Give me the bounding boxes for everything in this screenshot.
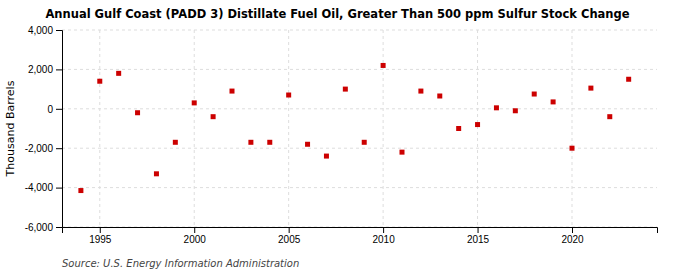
source: Source: U.S. Energy Information Administ…: [62, 258, 299, 269]
point: [97, 79, 102, 84]
grid-line: [477, 30, 478, 227]
tick-mark: [100, 227, 101, 233]
tick: -2,000: [25, 143, 62, 154]
point: [626, 77, 631, 82]
point: [437, 93, 442, 98]
grid-line: [62, 30, 657, 31]
point: [570, 146, 575, 151]
axis-line: [56, 31, 63, 228]
grid-line: [99, 30, 100, 227]
point: [305, 142, 310, 147]
grid-line: [62, 108, 657, 109]
tick-mark: [289, 227, 290, 233]
tick-mark: [56, 69, 62, 70]
point: [135, 110, 140, 115]
point: [116, 71, 121, 76]
title: Annual Gulf Coast (PADD 3) Distillate Fu…: [45, 7, 629, 21]
grid-line: [194, 30, 195, 227]
axis-line: [63, 228, 658, 234]
tick-label: 2005: [278, 234, 301, 245]
tick: 2015: [467, 227, 490, 245]
tick-mark: [383, 227, 384, 233]
tick: -4,000: [25, 182, 62, 193]
y-axis: -6,000 -4,000 -2,000 0 2,000 4,000: [25, 25, 63, 233]
grid-line: [62, 187, 657, 188]
point: [343, 87, 348, 92]
point: [532, 92, 537, 97]
chart: 1995 2000 2005 2010 2015 2020 -6,000 -4,000 -2,0…: [0, 0, 675, 275]
grid-line: [62, 148, 657, 149]
tick-mark: [56, 148, 62, 149]
point: [192, 100, 197, 105]
point: [173, 140, 178, 145]
point: [381, 63, 386, 68]
tick-label: 4,000: [28, 25, 53, 36]
point: [513, 108, 518, 113]
point: [286, 93, 291, 98]
grid-line: [383, 30, 384, 227]
tick-label: -4,000: [25, 182, 54, 193]
tick: 2000: [184, 227, 207, 245]
tick-label: 2000: [184, 234, 207, 245]
grid-line: [62, 69, 657, 70]
tick: 2005: [278, 227, 301, 245]
x-axis: 1995 2000 2005 2010 2015 2020: [63, 227, 658, 245]
point: [475, 122, 480, 127]
grid: [62, 30, 657, 227]
point: [418, 89, 423, 94]
tick-mark: [194, 227, 195, 233]
point: [400, 150, 405, 155]
tick-label: 2,000: [28, 64, 53, 75]
tick-label: -2,000: [25, 143, 54, 154]
point: [588, 86, 593, 91]
tick: 2,000: [28, 64, 62, 75]
tick-label: 2020: [561, 234, 584, 245]
point: [78, 188, 83, 193]
tick: 2010: [372, 227, 395, 245]
y-axis-title: Thousand Barrels: [4, 80, 17, 177]
point: [324, 154, 329, 159]
point: [267, 140, 272, 145]
tick-mark: [56, 109, 62, 110]
plot-area: 1995 2000 2005 2010 2015 2020 -6,000 -4,000 -2,0…: [25, 25, 658, 245]
tick: 2020: [561, 227, 584, 245]
tick-mark: [572, 227, 573, 233]
tick-mark: [478, 227, 479, 233]
tick-label: 0: [47, 104, 53, 115]
tick: -6,000: [25, 222, 62, 233]
point: [211, 114, 216, 119]
point: [456, 126, 461, 131]
point: [607, 114, 612, 119]
grid-line: [572, 30, 573, 227]
tick-label: 2015: [467, 234, 490, 245]
point: [154, 171, 159, 176]
tick-label: 2010: [372, 234, 395, 245]
point: [230, 89, 235, 94]
point: [494, 105, 499, 110]
tick-label: -6,000: [25, 222, 54, 233]
tick-mark: [56, 188, 62, 189]
tick: 4,000: [28, 25, 62, 36]
point: [248, 140, 253, 145]
tick-mark: [56, 227, 62, 228]
point: [362, 140, 367, 145]
tick: 0: [47, 104, 62, 115]
point: [551, 99, 556, 104]
tick-label: 1995: [89, 234, 112, 245]
grid-line: [288, 30, 289, 227]
points: [78, 63, 631, 193]
tick-mark: [56, 30, 62, 31]
tick: 1995: [89, 227, 112, 245]
